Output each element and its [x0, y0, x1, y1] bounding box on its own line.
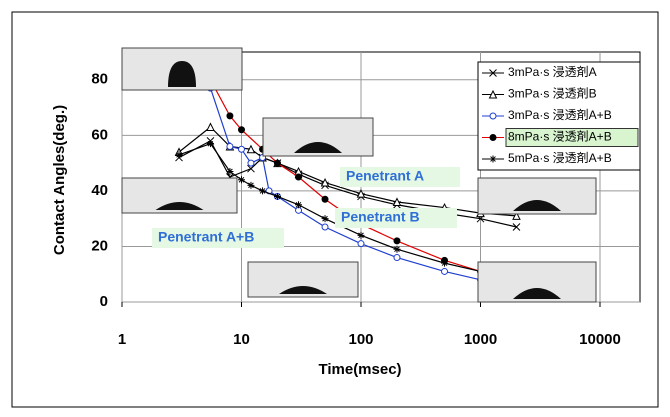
y-tick-label: 60	[91, 126, 108, 143]
x-tick-label: 10000	[579, 331, 621, 348]
marker	[247, 159, 255, 167]
x-tick-label: 1	[118, 331, 126, 348]
marker	[393, 254, 401, 262]
marker	[238, 176, 245, 184]
legend-marker	[489, 69, 497, 77]
x-tick-label: 100	[348, 331, 373, 348]
marker	[357, 240, 365, 248]
annotation-bg	[152, 228, 284, 248]
marker	[321, 215, 329, 223]
legend-marker	[489, 112, 497, 120]
legend-box	[477, 61, 641, 171]
x-axis-title: Time(msec)	[318, 361, 401, 378]
droplet	[513, 288, 561, 299]
y-tick-label: 40	[91, 182, 108, 199]
legend-label: 5mPa·s 浸透剤A+B	[508, 150, 612, 165]
legend-marker	[489, 155, 497, 163]
x-tick-label: 10	[233, 331, 250, 348]
marker	[393, 237, 401, 245]
droplet	[294, 142, 342, 153]
marker	[356, 189, 366, 198]
marker	[273, 159, 281, 167]
y-tick-label: 80	[91, 71, 108, 88]
marker	[392, 197, 402, 206]
legend-marker	[489, 134, 497, 141]
legend-highlight	[505, 128, 639, 147]
y-axis-title: Contact Angles(deg.)	[51, 105, 68, 255]
annotation-bg	[335, 208, 457, 228]
droplet	[513, 200, 561, 211]
annotation: Penetrant A+B	[158, 229, 254, 245]
photo-inset	[477, 261, 597, 303]
legend-marker	[488, 89, 498, 99]
marker	[441, 267, 449, 275]
marker	[295, 201, 303, 209]
marker	[295, 173, 303, 181]
droplet	[279, 286, 327, 294]
marker	[357, 231, 365, 239]
marker	[226, 167, 234, 175]
marker	[259, 187, 267, 195]
y-tick-label: 0	[100, 293, 108, 310]
annotation: Penetrant B	[341, 209, 420, 225]
marker	[393, 245, 401, 253]
marker	[206, 140, 214, 148]
droplet	[155, 202, 204, 210]
chart-frame	[11, 11, 659, 408]
marker	[321, 195, 329, 203]
marker	[512, 211, 521, 220]
marker	[238, 145, 245, 153]
marker	[321, 223, 329, 231]
legend-label: 3mPa·s 浸透剤B	[508, 86, 597, 101]
marker	[441, 259, 449, 267]
legend-label: 3mPa·s 浸透剤A	[508, 64, 597, 79]
marker	[226, 142, 234, 150]
marker	[226, 112, 234, 120]
marker	[247, 164, 255, 173]
annotation-bg	[340, 167, 460, 187]
marker	[238, 126, 245, 134]
marker	[246, 144, 256, 154]
marker	[175, 151, 183, 159]
x-tick-label: 1000	[464, 331, 497, 348]
marker	[247, 181, 255, 189]
droplet	[168, 61, 196, 87]
legend-label: 8mPa·s 浸透剤A+B	[508, 129, 612, 144]
marker	[512, 223, 521, 231]
marker	[320, 177, 330, 187]
marker	[273, 192, 281, 200]
marker	[206, 122, 215, 131]
y-tick-label: 20	[91, 237, 108, 254]
legend-label: 3mPa·s 浸透剤A+B	[508, 107, 612, 122]
annotation: Penetrant A	[346, 168, 424, 184]
